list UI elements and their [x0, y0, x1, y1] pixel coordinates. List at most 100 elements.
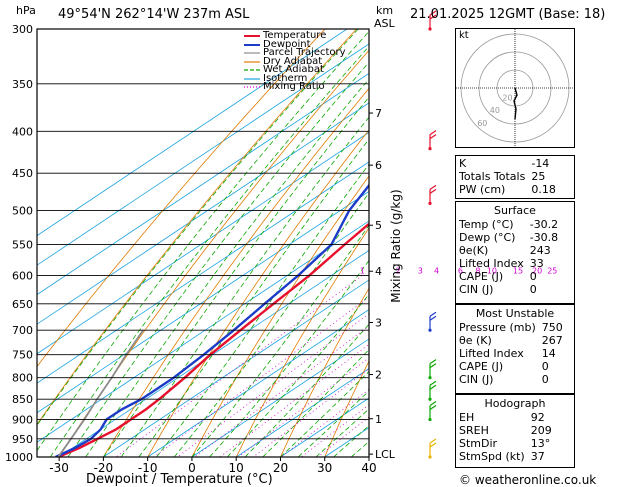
table-row: CAPE (J)0 [456, 360, 574, 373]
pressure-tick-label: 850 [12, 393, 33, 406]
row-value: -30.2 [527, 218, 574, 231]
row-value: 25 [528, 170, 574, 183]
height-tick-label: 1 [375, 413, 382, 426]
row-label: θe(K) [456, 244, 527, 257]
row-value: 92 [528, 411, 574, 424]
wind-barb-icon [428, 360, 436, 380]
table-row: CAPE (J)0 [456, 270, 574, 283]
legend-swatch [244, 84, 260, 90]
pressure-tick-label: 1000 [5, 451, 33, 464]
row-value: 267 [539, 334, 574, 347]
row-value: 33 [527, 257, 574, 270]
wet-adiabat-line [33, 29, 372, 457]
row-label: Temp (°C) [456, 218, 527, 231]
row-label: Pressure (mb) [456, 321, 539, 334]
row-label: Lifted Index [456, 347, 539, 360]
table-row: Pressure (mb)750 [456, 321, 574, 334]
row-label: EH [456, 411, 528, 424]
row-value: 243 [527, 244, 574, 257]
x-tick-label: 40 [361, 461, 376, 475]
height-tick-label: 2 [375, 369, 382, 382]
row-value: 37 [528, 450, 574, 463]
row-label: PW (cm) [456, 183, 528, 196]
x-tick-label: 20 [273, 461, 288, 475]
pressure-tick-label: 500 [12, 205, 33, 218]
pressure-tick-label: 300 [12, 23, 33, 36]
table-row: θe(K)243 [456, 244, 574, 257]
isotherm-line [0, 29, 436, 457]
x-tick-label: -30 [49, 461, 69, 475]
legend-swatch [244, 33, 260, 39]
table-row: CIN (J)0 [456, 283, 574, 296]
pressure-tick-label: 800 [12, 372, 33, 385]
table-row: Dewp (°C)-30.8 [456, 231, 574, 244]
datetime-title: 21.01.2025 12GMT (Base: 18) [410, 8, 605, 21]
hodograph-ring-label: 20 [502, 94, 512, 103]
legend-entry: Mixing Ratio [244, 83, 346, 92]
location-title: 49°54'N 262°14'W 237m ASL [58, 8, 249, 21]
row-label: CAPE (J) [456, 270, 527, 283]
hodograph-ring-label: 40 [490, 106, 500, 115]
dry-adiabat-line [590, 29, 629, 457]
table-row: Temp (°C)-30.2 [456, 218, 574, 231]
mixing-ratio-axis-title: Mixing Ratio (g/kg) [390, 189, 402, 302]
table-row: K-14 [456, 157, 574, 170]
table-row: CIN (J)0 [456, 373, 574, 386]
legend-label: Mixing Ratio [263, 83, 325, 92]
wind-barb-icon [428, 381, 436, 401]
hodograph-table-title: Hodograph [456, 398, 574, 409]
row-label: CIN (J) [456, 283, 527, 296]
surface-title: Surface [456, 205, 574, 216]
dry-adiabat-line [192, 29, 482, 457]
wind-barb-icon [428, 439, 436, 459]
hodograph-ring-label: 60 [477, 119, 487, 128]
row-label: Dewp (°C) [456, 231, 527, 244]
wet-adiabat-line [174, 29, 494, 457]
row-label: Totals Totals [456, 170, 528, 183]
row-value: 0 [539, 360, 574, 373]
legend-swatch [244, 76, 260, 82]
pressure-tick-label: 450 [12, 167, 33, 180]
wind-barb-icon [428, 185, 436, 205]
row-value: 0.18 [528, 183, 574, 196]
wind-barb-icon [428, 402, 436, 422]
mixing-ratio-label: 3 [418, 266, 423, 275]
legend-swatch [244, 67, 260, 73]
row-label: StmDir [456, 437, 528, 450]
row-value: 0 [527, 283, 574, 296]
dry-adiabat-line [0, 29, 325, 457]
height-tick-label: 6 [375, 159, 382, 172]
mixing-ratio-line [177, 275, 420, 457]
isotherm-line [0, 29, 480, 457]
row-value: -30.8 [527, 231, 574, 244]
mixing-ratio-label: 4 [434, 266, 439, 275]
height-tick-label: 5 [375, 219, 382, 232]
legend-swatch [244, 50, 260, 56]
row-label: Lifted Index [456, 257, 527, 270]
wet-adiabat-line [157, 29, 476, 457]
row-value: 14 [539, 347, 574, 360]
table-row: StmSpd (kt)37 [456, 450, 574, 463]
mixing-ratio-line [220, 275, 461, 457]
pressure-tick-label: 350 [12, 78, 33, 91]
asl-label: ASL [374, 18, 395, 29]
x-tick-label: 30 [317, 461, 332, 475]
legend-swatch [244, 42, 260, 48]
table-row: PW (cm)0.18 [456, 183, 574, 196]
isotherm-line [0, 29, 524, 457]
pressure-tick-label: 700 [12, 324, 33, 337]
wind-barb-icon [428, 131, 436, 151]
hodograph-trace [514, 88, 517, 119]
height-tick-label: 3 [375, 317, 382, 330]
pressure-tick-label: 750 [12, 349, 33, 362]
row-value: 0 [539, 373, 574, 386]
